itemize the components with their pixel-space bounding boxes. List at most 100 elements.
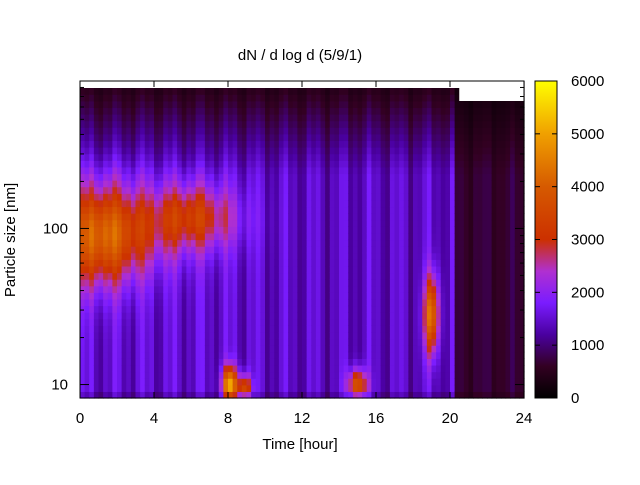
heatmap-cell (154, 133, 160, 142)
heatmap-cell (93, 147, 100, 155)
heatmap-cell (334, 94, 340, 102)
heatmap-cell (440, 153, 446, 161)
heatmap-cell (311, 120, 317, 128)
heatmap-cell (385, 285, 391, 293)
heatmap-cell (269, 94, 275, 102)
heatmap-cell (223, 219, 229, 227)
heatmap-cell (334, 298, 340, 307)
heatmap-cell (140, 147, 146, 155)
heatmap-cell (380, 305, 386, 313)
heatmap-cell (311, 345, 317, 353)
x-tick-label: 4 (150, 410, 158, 427)
heatmap-cell (297, 325, 303, 333)
heatmap-cell (426, 272, 433, 280)
heatmap-cell (163, 325, 169, 333)
heatmap-cell (417, 252, 423, 260)
heatmap-cell (487, 166, 493, 175)
heatmap-cell (468, 226, 474, 234)
heatmap-cell (510, 147, 516, 155)
heatmap-cell (440, 107, 446, 115)
heatmap-cell (288, 331, 294, 340)
heatmap-cell (302, 252, 308, 260)
heatmap-cell (487, 180, 493, 188)
heatmap-cell (315, 285, 322, 293)
heatmap-cell (158, 331, 164, 340)
heatmap-cell (228, 378, 234, 386)
heatmap-cell (93, 114, 100, 122)
heatmap-cell (510, 246, 516, 254)
heatmap-cell (84, 259, 90, 267)
heatmap-cell (519, 114, 525, 122)
heatmap-cell (343, 246, 349, 254)
heatmap-cell (403, 206, 409, 214)
heatmap-cell (487, 391, 493, 399)
heatmap-cell (459, 358, 465, 366)
heatmap-cell (325, 160, 331, 168)
heatmap-cell (177, 87, 183, 95)
heatmap-cell (117, 325, 123, 333)
heatmap-cell (186, 239, 192, 247)
heatmap-cell (459, 186, 465, 194)
heatmap-cell (251, 232, 257, 241)
heatmap-cell (510, 259, 516, 267)
heatmap-cell (297, 312, 303, 320)
heatmap-cell (93, 100, 100, 109)
heatmap-cell (320, 199, 326, 208)
heatmap-cell (320, 279, 326, 287)
heatmap-cell (149, 219, 155, 227)
heatmap-cell (431, 114, 437, 122)
heatmap-cell (274, 166, 280, 175)
heatmap-cell (519, 305, 525, 313)
heatmap-cell (98, 160, 104, 168)
heatmap-cell (269, 272, 275, 280)
heatmap-cell (255, 384, 261, 392)
heatmap-cell (260, 358, 266, 366)
heatmap-cell (269, 107, 275, 115)
heatmap-cell (487, 292, 493, 300)
heatmap-cell (177, 265, 183, 274)
heatmap-cell (246, 160, 252, 168)
heatmap-cell (80, 114, 86, 122)
heatmap-cell (130, 160, 137, 168)
heatmap-cell (302, 272, 308, 280)
heatmap-cell (514, 371, 520, 379)
heatmap-cell (265, 378, 271, 386)
heatmap-cell (241, 219, 248, 227)
heatmap-cell (177, 259, 183, 267)
heatmap-cell (135, 358, 141, 366)
heatmap-cell (417, 265, 423, 274)
heatmap-cell (246, 199, 252, 208)
heatmap-cell (371, 391, 377, 399)
heatmap-cell (380, 147, 386, 155)
heatmap-cell (278, 107, 285, 115)
heatmap-cell (473, 166, 479, 175)
heatmap-cell (482, 364, 488, 373)
heatmap-cell (436, 160, 442, 168)
heatmap-cell (371, 371, 377, 379)
heatmap-cell (84, 213, 90, 221)
heatmap-cell (191, 325, 197, 333)
heatmap-cell (241, 186, 248, 194)
heatmap-cell (514, 213, 520, 221)
heatmap-cell (172, 292, 178, 300)
heatmap-cell (352, 246, 359, 254)
heatmap-cell (510, 325, 516, 333)
heatmap-cell (422, 259, 428, 267)
heatmap-cell (126, 318, 132, 326)
heatmap-cell (463, 252, 470, 260)
heatmap-cell (93, 87, 100, 95)
heatmap-cell (117, 160, 123, 168)
heatmap-cell (343, 100, 349, 109)
heatmap-cell (98, 226, 104, 234)
heatmap-cell (241, 312, 248, 320)
heatmap-cell (417, 232, 423, 241)
heatmap-cell (380, 378, 386, 386)
heatmap-cell (121, 193, 127, 201)
heatmap-cell (265, 147, 271, 155)
heatmap-cell (500, 279, 507, 287)
heatmap-cell (468, 120, 474, 128)
heatmap-cell (251, 246, 257, 254)
heatmap-cell (519, 147, 525, 155)
heatmap-cell (93, 298, 100, 307)
heatmap-cell (463, 226, 470, 234)
